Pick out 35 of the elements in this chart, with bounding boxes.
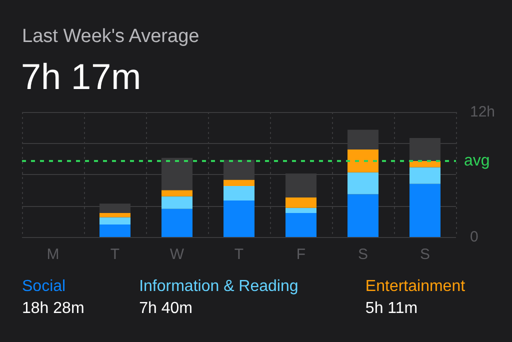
y-tick-label: 12h bbox=[470, 104, 496, 120]
y-tick-label: 0 bbox=[470, 228, 478, 246]
text: 5h 11m bbox=[365, 299, 419, 319]
x-tick-label: T bbox=[110, 246, 120, 263]
bar bbox=[286, 197, 316, 208]
x-tick-label: S bbox=[358, 246, 368, 263]
x-tick-label: W bbox=[170, 246, 185, 263]
chart-subtitle: 7h 17m bbox=[21, 56, 142, 98]
text: Social bbox=[22, 277, 67, 297]
bar bbox=[100, 213, 130, 218]
x-tick-label: M bbox=[46, 246, 60, 263]
bar bbox=[286, 213, 316, 237]
bar bbox=[224, 186, 254, 201]
x-tick-label: F bbox=[296, 246, 306, 263]
bar bbox=[410, 167, 440, 184]
bar bbox=[348, 150, 378, 172]
bar bbox=[224, 180, 254, 186]
text: 18h 28m bbox=[22, 299, 86, 319]
bar bbox=[100, 224, 130, 237]
text: 7h 40m bbox=[139, 299, 194, 319]
bar bbox=[348, 172, 378, 194]
x-tick-label: T bbox=[234, 246, 244, 263]
text: Information & Reading bbox=[139, 277, 300, 297]
bar bbox=[410, 184, 440, 237]
bar bbox=[224, 200, 254, 237]
bar bbox=[162, 190, 192, 196]
chart-title: Last Week's Average bbox=[22, 26, 200, 48]
bar bbox=[100, 217, 130, 224]
bar bbox=[162, 208, 192, 237]
x-tick-label: S bbox=[420, 246, 430, 263]
bar bbox=[348, 194, 378, 237]
ref-line-label: avg bbox=[464, 152, 490, 170]
bar bbox=[286, 208, 316, 214]
text: Entertainment bbox=[365, 277, 466, 297]
bar bbox=[162, 196, 192, 209]
